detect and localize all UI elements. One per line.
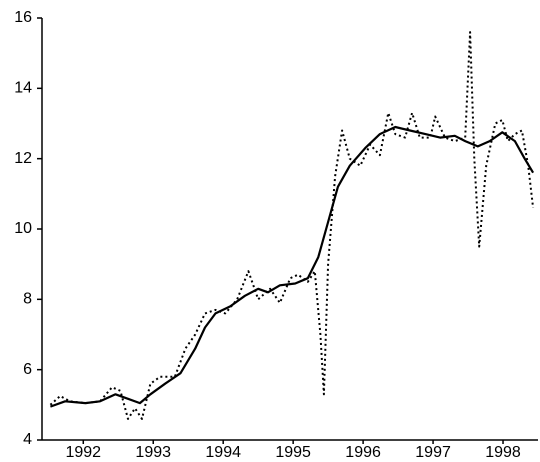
y-tick-label: 8 [23,291,32,308]
y-tick-label: 14 [14,80,32,97]
x-tick-label: 1992 [65,444,101,461]
y-tick-label: 4 [23,431,32,448]
y-tick-label: 10 [14,220,32,237]
data-line [50,125,535,408]
x-tick-label: 1996 [345,444,381,461]
x-tick-label: 1998 [485,444,521,461]
x-tick-label: 1993 [135,444,171,461]
x-tick-label: 1995 [275,444,311,461]
y-tick-label: 12 [14,150,32,167]
data-line [49,31,535,420]
x-tick-label: 1997 [415,444,451,461]
y-tick-label: 6 [23,361,32,378]
x-tick-label: 1994 [205,444,241,461]
y-tick-label: 16 [14,9,32,26]
